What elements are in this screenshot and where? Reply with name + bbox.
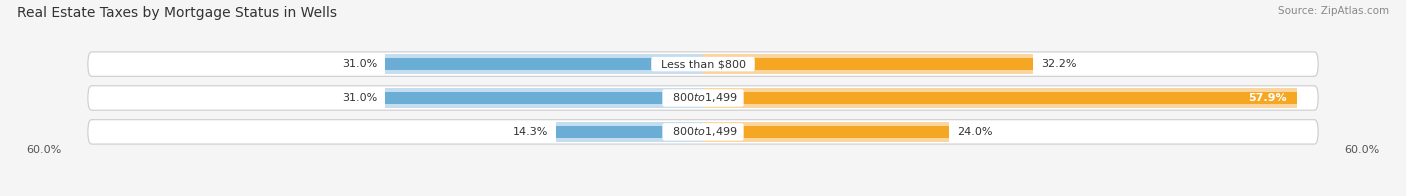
Bar — [385, 92, 703, 104]
Bar — [703, 88, 1296, 108]
Bar — [703, 58, 1033, 70]
Bar — [703, 126, 949, 138]
Bar — [385, 88, 703, 108]
Bar — [703, 122, 949, 142]
Text: $800 to $1,499: $800 to $1,499 — [665, 92, 741, 104]
Text: 14.3%: 14.3% — [513, 127, 548, 137]
Bar — [385, 54, 703, 74]
Bar — [703, 54, 1033, 74]
Text: Real Estate Taxes by Mortgage Status in Wells: Real Estate Taxes by Mortgage Status in … — [17, 6, 337, 20]
Text: 60.0%: 60.0% — [27, 145, 62, 155]
Bar — [557, 126, 703, 138]
Text: 31.0%: 31.0% — [342, 59, 377, 69]
Bar — [557, 122, 703, 142]
Text: 24.0%: 24.0% — [957, 127, 993, 137]
Text: Less than $800: Less than $800 — [654, 59, 752, 69]
FancyBboxPatch shape — [87, 120, 1319, 144]
Text: 60.0%: 60.0% — [1344, 145, 1379, 155]
Bar — [703, 92, 1296, 104]
Bar — [385, 58, 703, 70]
Text: 57.9%: 57.9% — [1247, 93, 1286, 103]
Text: 32.2%: 32.2% — [1042, 59, 1077, 69]
Text: 31.0%: 31.0% — [342, 93, 377, 103]
FancyBboxPatch shape — [87, 52, 1319, 76]
Text: Source: ZipAtlas.com: Source: ZipAtlas.com — [1278, 6, 1389, 16]
FancyBboxPatch shape — [87, 86, 1319, 110]
Text: $800 to $1,499: $800 to $1,499 — [665, 125, 741, 138]
